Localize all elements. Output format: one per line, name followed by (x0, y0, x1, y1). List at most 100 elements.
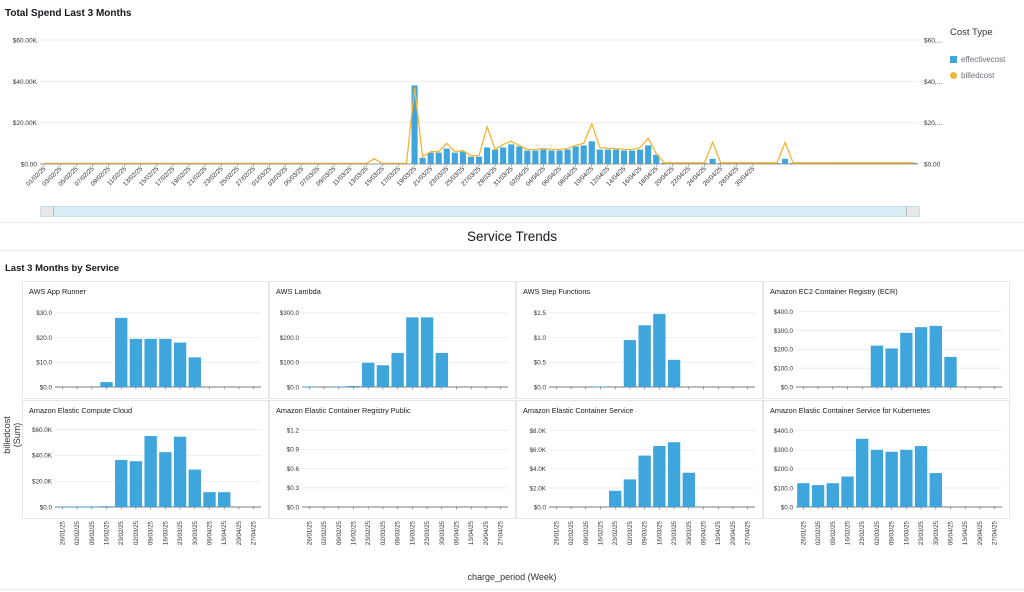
service-bar[interactable] (682, 472, 695, 507)
effectivecost-bar[interactable] (773, 162, 781, 164)
effectivecost-bar[interactable] (637, 149, 644, 164)
effectivecost-bar[interactable] (862, 162, 869, 164)
service-bar[interactable] (914, 446, 928, 507)
service-bar[interactable] (56, 506, 69, 508)
effectivecost-bar[interactable] (757, 162, 764, 164)
effectivecost-bar[interactable] (910, 162, 918, 164)
service-bar[interactable] (826, 483, 839, 507)
effectivecost-bar[interactable] (427, 152, 434, 164)
service-panel-6[interactable]: Amazon Elastic Container Registry Public… (269, 400, 516, 546)
service-bar[interactable] (406, 317, 419, 387)
service-bar[interactable] (885, 451, 898, 507)
service-bar[interactable] (129, 461, 143, 507)
effectivecost-bar[interactable] (870, 162, 877, 164)
effectivecost-bar[interactable] (765, 162, 773, 164)
effectivecost-bar[interactable] (524, 150, 531, 164)
effectivecost-bar[interactable] (443, 148, 450, 165)
effectivecost-bar[interactable] (661, 162, 668, 164)
service-bar[interactable] (653, 446, 666, 507)
legend-item-effectivecost[interactable]: effectivecost (950, 51, 1005, 67)
service-bar[interactable] (70, 506, 84, 508)
effectivecost-bar[interactable] (475, 156, 483, 164)
service-panel-3[interactable]: AWS Step Functions $0.0 $0.5 $1.0 $1.5 (516, 281, 763, 399)
effectivecost-bar[interactable] (653, 154, 660, 164)
effectivecost-bar[interactable] (838, 162, 845, 164)
service-bar[interactable] (129, 338, 143, 387)
effectivecost-bar[interactable] (459, 151, 466, 164)
service-panel-5[interactable]: Amazon Elastic Compute Cloud $0.0 $20.0K $4… (22, 400, 269, 546)
service-bar[interactable] (303, 386, 316, 388)
effectivecost-bar[interactable] (878, 162, 885, 164)
effectivecost-bar[interactable] (814, 162, 821, 164)
service-bar[interactable] (900, 332, 913, 387)
effectivecost-bar[interactable] (483, 147, 491, 164)
effectivecost-bar[interactable] (411, 85, 418, 164)
service-bar[interactable] (376, 365, 390, 387)
service-bar[interactable] (188, 469, 201, 507)
effectivecost-bar[interactable] (806, 162, 813, 164)
service-bar[interactable] (435, 352, 448, 387)
service-bar[interactable] (638, 455, 651, 507)
service-bar[interactable] (944, 356, 957, 387)
service-bar[interactable] (332, 386, 345, 388)
effectivecost-bar[interactable] (677, 162, 684, 164)
service-bar[interactable] (144, 436, 157, 507)
effectivecost-bar[interactable] (830, 162, 837, 164)
service-bar[interactable] (144, 338, 157, 387)
service-bar[interactable] (667, 359, 681, 387)
service-bar[interactable] (115, 459, 128, 507)
effectivecost-bar[interactable] (733, 162, 740, 164)
effectivecost-bar[interactable] (556, 150, 563, 164)
effectivecost-bar[interactable] (588, 141, 595, 164)
effectivecost-bar[interactable] (612, 149, 619, 164)
service-bar[interactable] (594, 386, 607, 388)
service-bar[interactable] (638, 325, 651, 387)
service-bar[interactable] (391, 352, 404, 387)
effectivecost-bar[interactable] (604, 149, 611, 164)
service-bar[interactable] (914, 327, 928, 387)
service-bar[interactable] (885, 348, 898, 387)
effectivecost-bar[interactable] (492, 149, 499, 164)
effectivecost-bar[interactable] (532, 150, 539, 164)
service-bar[interactable] (159, 338, 172, 387)
service-bar[interactable] (929, 325, 942, 387)
service-bar[interactable] (797, 483, 810, 507)
effectivecost-bar[interactable] (717, 162, 724, 164)
effectivecost-bar[interactable] (669, 162, 676, 164)
total-spend-chart[interactable]: $0.00 $0.00 $20.00K $20,... $40.00K $40,... $6… (0, 0, 1024, 220)
effectivecost-bar[interactable] (693, 162, 700, 164)
service-bar[interactable] (362, 362, 375, 387)
service-bar[interactable] (85, 506, 98, 508)
service-bar[interactable] (100, 506, 113, 508)
service-bar[interactable] (420, 317, 434, 387)
service-bar[interactable] (609, 490, 622, 507)
effectivecost-bar[interactable] (516, 146, 523, 164)
effectivecost-bar[interactable] (580, 145, 587, 164)
effectivecost-bar[interactable] (749, 162, 756, 164)
service-panel-8[interactable]: Amazon Elastic Container Service for Kub… (763, 400, 1010, 546)
effectivecost-bar[interactable] (790, 162, 797, 164)
service-bar[interactable] (100, 382, 113, 387)
service-bar[interactable] (841, 476, 854, 507)
effectivecost-bar[interactable] (645, 145, 652, 164)
service-bar[interactable] (870, 449, 884, 507)
effectivecost-bar[interactable] (886, 162, 893, 164)
scrollbar-handle-right[interactable] (906, 207, 919, 216)
service-bar[interactable] (623, 340, 637, 387)
effectivecost-bar[interactable] (628, 150, 636, 164)
billedcost-line[interactable] (44, 87, 914, 165)
effectivecost-bar[interactable] (741, 162, 748, 164)
effectivecost-bar[interactable] (701, 162, 708, 164)
effectivecost-bar[interactable] (620, 150, 628, 164)
service-bar[interactable] (929, 473, 942, 507)
effectivecost-bar[interactable] (508, 144, 515, 164)
effectivecost-bar[interactable] (846, 162, 853, 164)
service-bar[interactable] (667, 442, 681, 507)
service-panel-1[interactable]: AWS App Runner $0.0 $10.0 $20.0 $30.0 (22, 281, 269, 399)
effectivecost-bar[interactable] (572, 146, 579, 164)
effectivecost-bar[interactable] (548, 150, 555, 164)
service-bar[interactable] (188, 357, 201, 387)
service-bar[interactable] (159, 452, 172, 507)
effectivecost-bar[interactable] (782, 158, 789, 164)
service-bar[interactable] (856, 438, 869, 507)
